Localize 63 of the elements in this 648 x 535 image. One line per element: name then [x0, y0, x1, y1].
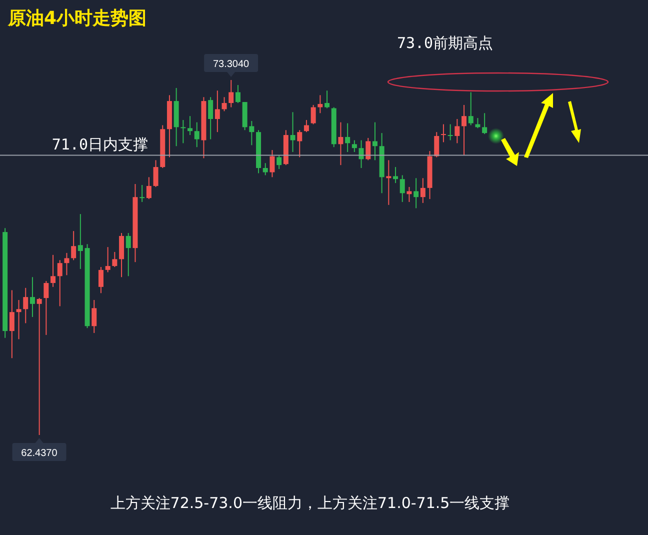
candlestick	[318, 94, 323, 114]
candlestick	[358, 140, 364, 169]
candlestick	[290, 112, 296, 152]
candlestick	[406, 186, 412, 202]
candlestick	[462, 104, 467, 156]
candlestick	[23, 287, 28, 324]
candlestick	[105, 246, 110, 273]
candlestick	[393, 166, 398, 184]
candlestick	[222, 96, 227, 112]
candlestick	[50, 254, 56, 288]
ref-line-label: 71.0日内支撑	[52, 135, 148, 154]
candlestick	[440, 124, 446, 143]
annotation: 73.3040	[212, 59, 250, 70]
candlestick	[297, 130, 302, 158]
candlestick	[153, 160, 158, 188]
candlestick	[448, 124, 453, 141]
candlestick	[126, 232, 131, 277]
candlestick	[119, 232, 124, 278]
candlestick	[276, 154, 282, 170]
candlestick	[310, 104, 316, 125]
candlestick	[420, 178, 426, 204]
candlestick	[57, 260, 62, 307]
candlestick	[194, 122, 200, 148]
candlestick	[36, 298, 42, 435]
candlestick	[112, 251, 118, 268]
candlestick	[372, 122, 378, 161]
candlestick	[235, 84, 240, 104]
candlestick	[345, 122, 350, 152]
candlestick	[44, 280, 49, 336]
candlestick	[64, 252, 70, 276]
candlestick	[146, 176, 152, 200]
annotation: 62.4370	[21, 448, 58, 459]
candlestick	[9, 290, 14, 359]
candlestick	[414, 178, 419, 209]
candlestick	[140, 184, 145, 202]
candlestick	[324, 90, 330, 109]
candlestick	[366, 137, 371, 161]
candlestick	[214, 90, 220, 133]
candlestick	[92, 299, 97, 334]
candlestick	[304, 119, 309, 133]
candlestick	[30, 276, 35, 318]
candlestick	[482, 112, 488, 135]
candlestick	[71, 230, 76, 261]
candlestick	[228, 80, 234, 108]
text: 上方关注72.5-73.0一线阻力，上方关注71.0-71.5一线支撑	[110, 494, 510, 512]
candlestick	[98, 266, 104, 294]
candlestick	[180, 119, 186, 144]
candlestick	[352, 140, 357, 152]
candlestick	[270, 150, 275, 178]
chart-title: 原油4小时走势图	[7, 8, 147, 29]
candlestick	[262, 162, 268, 176]
candlestick	[208, 96, 214, 140]
candlestick	[16, 299, 22, 340]
candlestick	[386, 160, 392, 206]
candlestick	[475, 118, 480, 129]
text: 73.0前期高点	[396, 34, 494, 52]
candlestick	[78, 214, 83, 270]
candlestick	[454, 118, 460, 144]
candlestick	[400, 174, 405, 202]
candlestick	[434, 132, 440, 158]
candlestick	[338, 122, 344, 166]
candlestick	[468, 92, 474, 126]
candlestick	[188, 116, 193, 136]
